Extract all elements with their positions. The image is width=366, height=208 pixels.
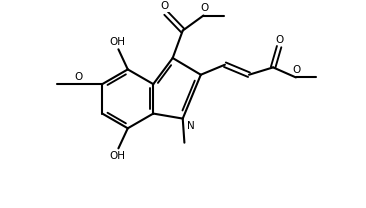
Text: O: O [276, 35, 284, 45]
Text: N: N [187, 121, 195, 131]
Text: O: O [200, 4, 208, 14]
Text: OH: OH [110, 37, 126, 47]
Text: O: O [161, 1, 169, 11]
Text: O: O [292, 65, 300, 76]
Text: O: O [74, 72, 82, 82]
Text: OH: OH [110, 151, 126, 161]
